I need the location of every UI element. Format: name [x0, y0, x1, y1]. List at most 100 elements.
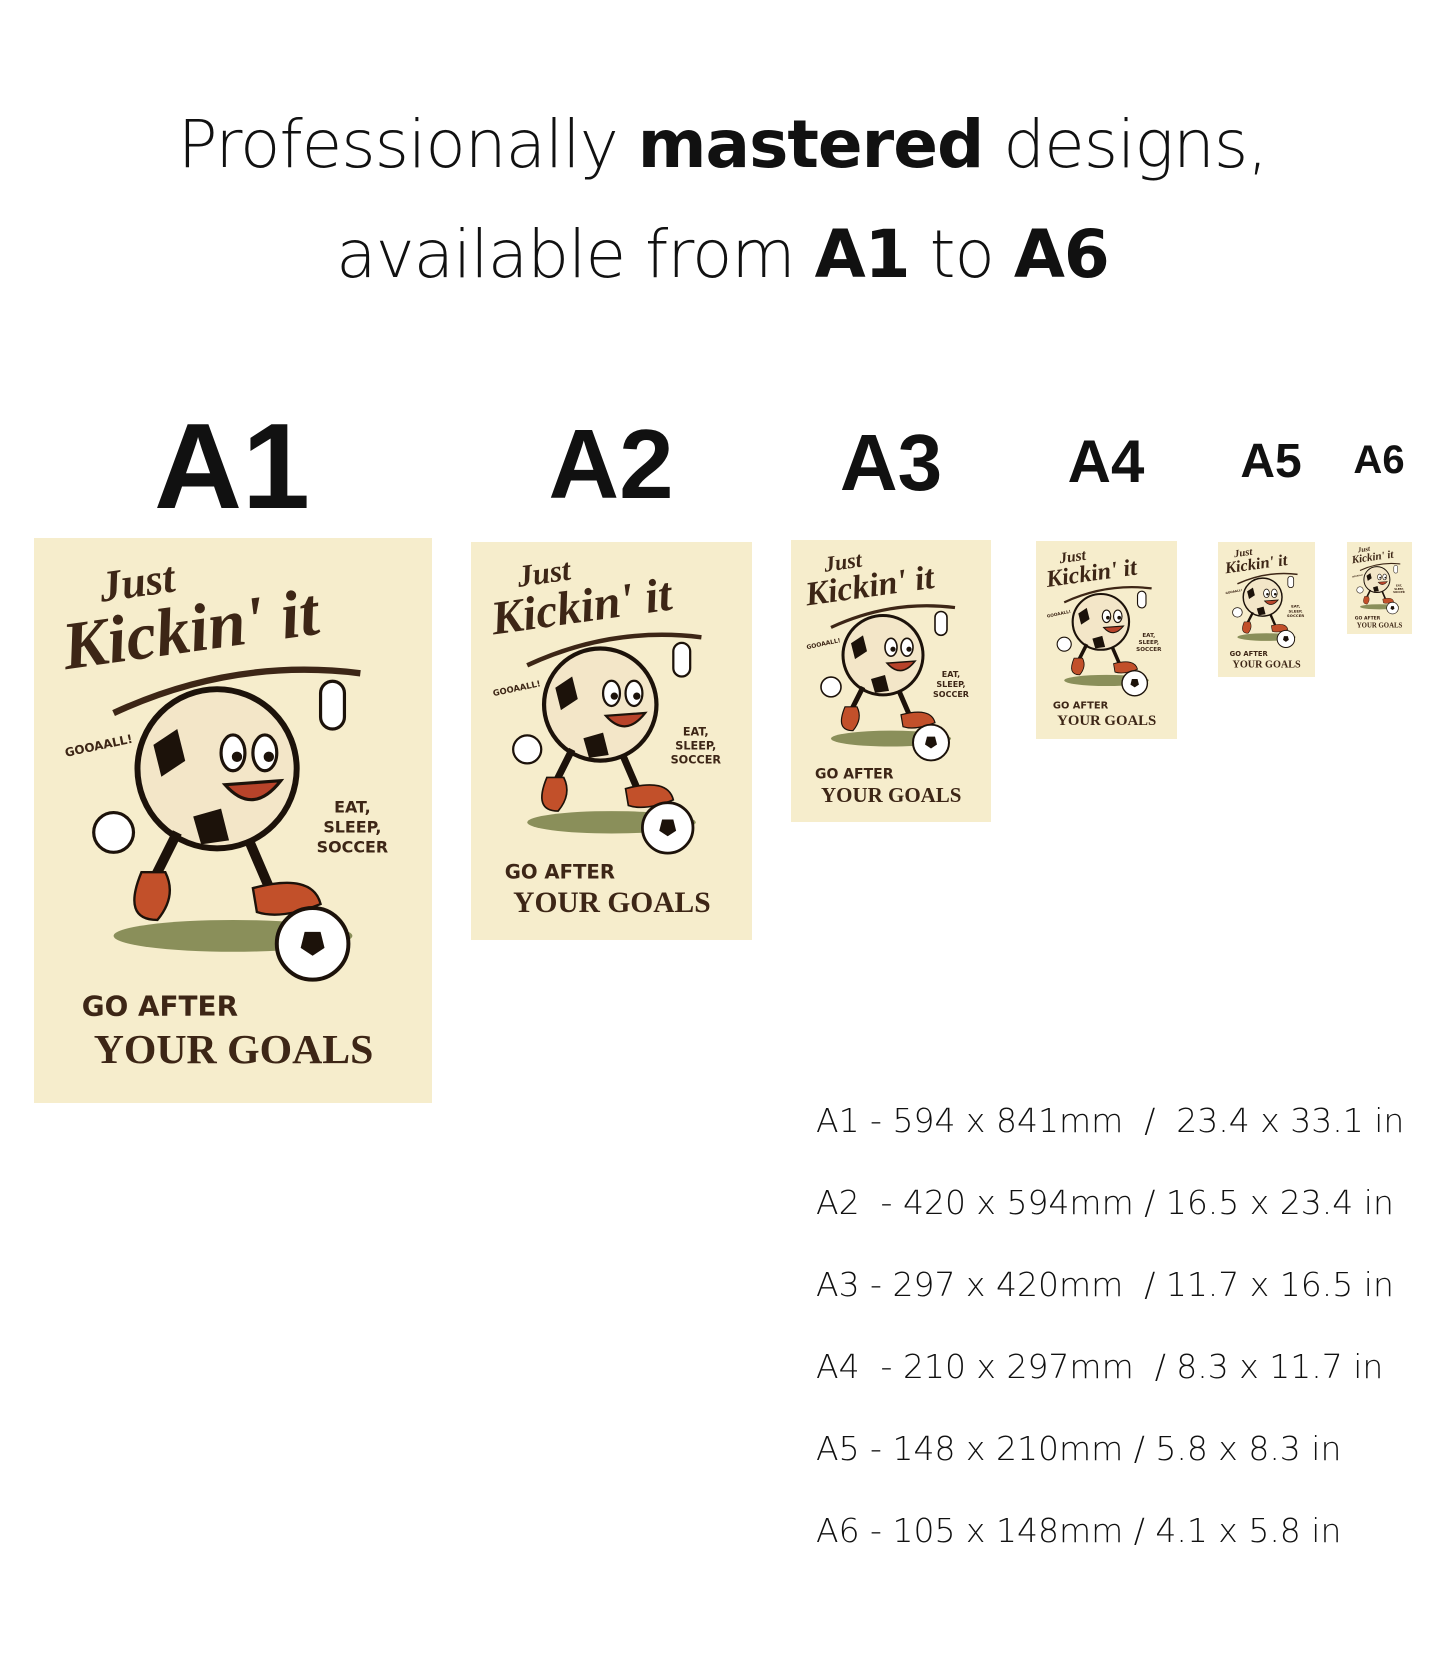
- poster-shout: GOOAALL!: [1225, 588, 1242, 595]
- headline-text: available from: [336, 216, 815, 293]
- poster-title-top: Just: [821, 547, 864, 577]
- poster-side-1: EAT,: [942, 670, 960, 679]
- soccer-ball-small: [1276, 629, 1296, 649]
- poster-artwork: Just Kickin' it GOOAALL! EAT, SLEEP, SOC…: [1043, 547, 1162, 729]
- poster-shout: GOOAALL!: [492, 678, 542, 698]
- size-spec-a6: A6 - 105 x 148mm / 4.1 x 5.8 in: [816, 1511, 1342, 1550]
- poster-side-3: SOCCER: [1287, 613, 1304, 618]
- soccer-ball-mascot: [820, 610, 948, 720]
- poster-side-1: EAT,: [1291, 604, 1300, 609]
- poster-footer-1: GO AFTER: [815, 766, 894, 782]
- soccer-ball-small: [274, 906, 351, 982]
- headline-bold: A6: [1013, 216, 1110, 293]
- poster-side-1: EAT,: [1396, 584, 1402, 588]
- size-label-a1: A1: [154, 398, 310, 534]
- shoe-left: [541, 776, 568, 812]
- poster-footer-1: GO AFTER: [505, 860, 615, 883]
- headline-bold: A1: [814, 216, 911, 293]
- poster-shout: GOOAALL!: [806, 637, 841, 651]
- size-label-a2: A2: [548, 409, 674, 519]
- poster-side-2: SLEEP,: [1394, 587, 1403, 591]
- poster-a1: Just Kickin' it GOOAALL! EAT, SLEEP, SOC…: [34, 538, 432, 1103]
- poster-footer-1: GO AFTER: [1230, 650, 1269, 658]
- poster-side-3: SOCCER: [317, 837, 388, 856]
- poster-title-top: Just: [1057, 547, 1088, 568]
- size-label-a5: A5: [1240, 435, 1302, 488]
- soccer-ball-small: [912, 723, 950, 762]
- swoosh-line: [830, 604, 956, 629]
- poster-title-top: Just: [95, 553, 179, 611]
- shoe-right: [251, 881, 322, 916]
- poster-footer-2: YOUR GOALS: [1233, 660, 1302, 671]
- poster-side-2: SLEEP,: [323, 817, 381, 836]
- poster-footer-1: GO AFTER: [1355, 616, 1381, 622]
- headline-text: Professionally: [177, 106, 638, 183]
- poster-footer-2: YOUR GOALS: [1357, 623, 1403, 630]
- shoe-right: [1271, 624, 1289, 633]
- poster-side-1: EAT,: [1142, 633, 1155, 639]
- shoe-left: [1363, 596, 1370, 605]
- poster-footer-1: GO AFTER: [82, 989, 238, 1022]
- poster-shout: GOOAALL!: [1046, 609, 1071, 619]
- poster-side-1: EAT,: [683, 725, 709, 738]
- swoosh-line: [112, 666, 361, 716]
- poster-a5: Just Kickin' it GOOAALL! EAT, SLEEP, SOC…: [1218, 542, 1315, 677]
- poster-side-2: SLEEP,: [1139, 640, 1160, 646]
- poster-side-2: SLEEP,: [1289, 608, 1304, 613]
- shoe-right: [900, 711, 936, 729]
- poster-side-3: SOCCER: [1136, 647, 1162, 653]
- headline-bold: mastered: [637, 106, 984, 183]
- headline-line-2: available from A1 to A6: [0, 222, 1445, 288]
- poster-side-3: SOCCER: [671, 753, 722, 766]
- size-spec-a1: A1 - 594 x 841mm / 23.4 x 33.1 in: [816, 1101, 1405, 1140]
- shoe-left: [1071, 657, 1085, 676]
- shoe-left: [1242, 621, 1252, 634]
- shoe-right: [1113, 661, 1139, 674]
- poster-footer-2: YOUR GOALS: [513, 887, 710, 919]
- size-label-a6: A6: [1353, 438, 1405, 482]
- swoosh-line: [1359, 562, 1401, 571]
- size-spec-a2: A2 - 420 x 594mm / 16.5 x 23.4 in: [816, 1183, 1394, 1222]
- poster-artwork: Just Kickin' it GOOAALL! EAT, SLEEP, SOC…: [56, 553, 388, 1073]
- poster-a4: Just Kickin' it GOOAALL! EAT, SLEEP, SOC…: [1036, 541, 1177, 739]
- swoosh-line: [1237, 572, 1298, 585]
- size-label-a3: A3: [839, 418, 943, 507]
- poster-footer-2: YOUR GOALS: [1057, 713, 1156, 729]
- poster-side-2: SLEEP,: [675, 739, 716, 752]
- shoe-left: [840, 706, 860, 732]
- soccer-ball-small: [641, 801, 695, 855]
- size-spec-a3: A3 - 297 x 420mm / 11.7 x 16.5 in: [816, 1265, 1394, 1304]
- shoe-right: [1382, 597, 1395, 604]
- soccer-ball-mascot: [1056, 590, 1147, 668]
- poster-side-3: SOCCER: [1393, 590, 1405, 594]
- poster-artwork: Just Kickin' it GOOAALL! EAT, SLEEP, SOC…: [487, 552, 722, 919]
- poster-title-top: Just: [1356, 545, 1371, 555]
- poster-footer-2: YOUR GOALS: [821, 783, 961, 807]
- poster-side-1: EAT,: [334, 798, 371, 817]
- soccer-ball-mascot: [512, 641, 692, 796]
- soccer-ball-mascot: [92, 679, 347, 899]
- poster-title-top: Just: [1232, 547, 1254, 561]
- soccer-ball-small: [1121, 669, 1149, 697]
- shoe-left: [133, 871, 172, 922]
- soccer-ball-mascot: [1232, 575, 1295, 629]
- poster-title-top: Just: [514, 552, 574, 594]
- swoosh-line: [526, 632, 702, 668]
- shoe-right: [624, 784, 675, 809]
- headline-line-1: Professionally mastered designs,: [0, 112, 1445, 178]
- soccer-ball-mascot: [1356, 565, 1398, 601]
- poster-a2: Just Kickin' it GOOAALL! EAT, SLEEP, SOC…: [471, 542, 752, 940]
- swoosh-line: [1063, 586, 1152, 604]
- headline-text: designs,: [983, 106, 1268, 183]
- poster-a3: Just Kickin' it GOOAALL! EAT, SLEEP, SOC…: [791, 540, 991, 822]
- poster-artwork: Just Kickin' it GOOAALL! EAT, SLEEP, SOC…: [802, 547, 969, 807]
- size-spec-a5: A5 - 148 x 210mm / 5.8 x 8.3 in: [816, 1429, 1342, 1468]
- poster-footer-1: GO AFTER: [1053, 700, 1109, 711]
- soccer-ball-small: [1386, 601, 1399, 615]
- poster-artwork: Just Kickin' it GOOAALL! EAT, SLEEP, SOC…: [1350, 545, 1405, 630]
- poster-side-2: SLEEP,: [936, 680, 965, 689]
- poster-shout: GOOAALL!: [1352, 574, 1363, 578]
- poster-footer-2: YOUR GOALS: [94, 1027, 374, 1073]
- size-spec-a4: A4 - 210 x 297mm / 8.3 x 11.7 in: [816, 1347, 1384, 1386]
- poster-artwork: Just Kickin' it GOOAALL! EAT, SLEEP, SOC…: [1223, 547, 1305, 671]
